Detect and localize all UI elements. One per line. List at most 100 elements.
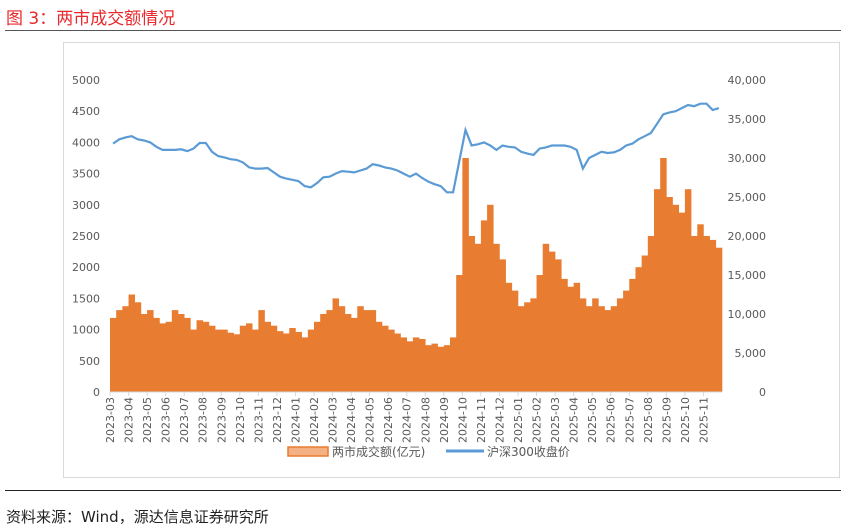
turnover-bar	[542, 243, 550, 392]
turnover-bar	[468, 236, 476, 392]
turnover-bar	[703, 236, 710, 392]
turnover-bar	[134, 302, 142, 392]
turnover-bar	[511, 290, 519, 392]
right-tick-label: 30,000	[728, 152, 767, 165]
turnover-bar	[202, 321, 210, 392]
x-tick-label: 2024-01	[289, 397, 302, 443]
turnover-bar	[431, 343, 438, 392]
left-tick-label: 2500	[72, 230, 100, 243]
left-tick-label: 0	[93, 386, 100, 399]
turnover-bar	[610, 306, 618, 392]
x-tick-label: 2025-01	[512, 397, 525, 443]
turnover-bar	[715, 247, 723, 392]
turnover-bar	[697, 224, 704, 392]
turnover-bar	[227, 332, 234, 392]
turnover-bar	[246, 323, 253, 392]
left-tick-label: 4500	[72, 105, 100, 118]
turnover-bar	[258, 310, 265, 392]
turnover-bar	[165, 321, 173, 392]
turnover-bar	[178, 314, 185, 392]
csi300-line	[112, 102, 720, 194]
turnover-bar	[239, 325, 247, 392]
turnover-bar	[276, 331, 284, 392]
turnover-bar	[221, 329, 228, 392]
turnover-bar	[400, 337, 408, 392]
turnover-bar	[691, 236, 698, 392]
x-tick-label: 2023-12	[271, 397, 284, 443]
turnover-bar	[561, 278, 568, 392]
turnover-bar	[660, 158, 667, 392]
turnover-bar	[351, 317, 358, 392]
turnover-bar	[462, 158, 469, 392]
turnover-bar	[425, 345, 432, 392]
turnover-bar	[672, 204, 680, 392]
x-tick-label: 2024-07	[401, 397, 414, 443]
x-axis: 2023-03 2023-04 2023-05 2023-06 2023-07 2023-…	[104, 392, 710, 443]
legend: 两市成交额(亿元) 沪深300收盘价	[287, 444, 570, 459]
turnover-bar	[555, 259, 562, 392]
x-tick-label: 2025-03	[549, 397, 562, 443]
turnover-bar	[480, 220, 488, 392]
x-tick-label: 2023-03	[104, 397, 117, 443]
turnover-bar	[530, 298, 537, 392]
chart-frame	[63, 42, 840, 478]
x-tick-label: 2024-05	[364, 397, 377, 443]
turnover-bar	[140, 314, 148, 392]
turnover-bar	[375, 321, 383, 392]
right-tick-label: 40,000	[728, 74, 767, 87]
title-divider	[5, 30, 841, 31]
turnover-bar	[437, 346, 445, 392]
right-tick-label: 35,000	[728, 113, 767, 126]
turnover-bar	[357, 306, 364, 392]
x-tick-label: 2025-11	[697, 397, 710, 443]
left-tick-label: 5000	[72, 74, 100, 87]
turnover-bar	[616, 298, 624, 392]
turnover-bar	[147, 310, 154, 392]
turnover-bar	[190, 329, 197, 392]
right-axis: 0 5,000 10,000 15,000 20,000 25,000 30,000 35,0…	[728, 74, 767, 399]
left-tick-label: 1500	[72, 292, 100, 305]
turnover-bar	[159, 323, 166, 392]
figure-title: 图 3：两市成交额情况	[6, 9, 176, 29]
turnover-bar	[654, 189, 661, 392]
x-tick-label: 2025-04	[568, 397, 581, 443]
right-tick-label: 10,000	[728, 308, 767, 321]
turnover-bar	[215, 329, 222, 392]
turnover-bar	[184, 317, 191, 392]
turnover-bar	[518, 306, 525, 392]
x-tick-label: 2024-04	[345, 397, 358, 443]
turnover-bar	[363, 310, 370, 392]
turnover-bar	[153, 317, 160, 392]
turnover-bar	[283, 333, 290, 392]
left-tick-label: 3500	[72, 168, 100, 181]
turnover-bar	[270, 325, 278, 392]
left-tick-label: 1000	[72, 324, 100, 337]
source-note: 资料来源：Wind，源达信息证券研究所	[6, 508, 269, 526]
right-tick-label: 5,000	[735, 347, 767, 360]
turnover-bar	[289, 328, 296, 392]
turnover-bar	[641, 255, 649, 392]
turnover-bar	[567, 286, 574, 392]
turnover-bar	[301, 337, 309, 392]
x-tick-label: 2025-09	[660, 397, 673, 443]
legend-turnover: 两市成交额(亿元)	[332, 444, 425, 459]
x-tick-label: 2023-05	[141, 397, 154, 443]
left-tick-label: 2000	[72, 261, 100, 274]
turnover-bar	[666, 197, 673, 392]
right-tick-label: 0	[759, 386, 766, 399]
turnover-bar	[678, 212, 686, 392]
turnover-bar	[586, 306, 593, 392]
turnover-bar	[505, 282, 513, 392]
turnover-bar	[171, 310, 179, 392]
right-tick-label: 20,000	[728, 230, 767, 243]
x-tick-label: 2024-02	[308, 397, 321, 443]
left-tick-label: 3000	[72, 199, 100, 212]
turnover-bars	[110, 158, 723, 392]
turnover-bar	[456, 275, 463, 392]
turnover-bar	[450, 337, 457, 392]
turnover-bar	[536, 275, 544, 392]
right-tick-label: 25,000	[728, 191, 767, 204]
turnover-bar	[338, 306, 346, 392]
legend-csi300: 沪深300收盘价	[487, 444, 570, 459]
left-axis: 0 500 1000 1500 2000 2500 3000 3500 4000 4500 5000	[72, 74, 100, 399]
